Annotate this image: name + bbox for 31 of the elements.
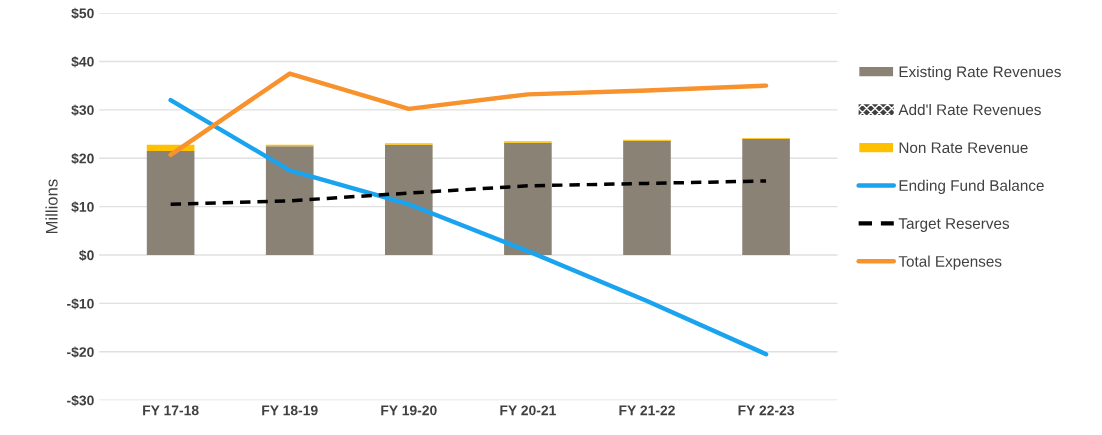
legend-label: Ending Fund Balance [899, 179, 1044, 194]
bar [623, 140, 671, 256]
x-tick-label: FY 17-18 [143, 405, 199, 416]
line-series [168, 71, 769, 158]
y-tick-label: -$20 [67, 346, 94, 358]
y-axis-title: Millions [45, 179, 58, 234]
y-tick-label: $50 [71, 7, 94, 20]
legend-label: Existing Rate Revenues [899, 65, 1061, 81]
line-series [168, 97, 769, 357]
bar [265, 146, 314, 256]
y-tick-label: $40 [71, 56, 94, 68]
x-tick-label: FY 21-22 [619, 405, 675, 416]
bar [742, 138, 790, 256]
legend-label: Total Expenses [898, 255, 1002, 270]
y-tick-label: -$10 [67, 298, 94, 310]
legend-label: Non Rate Revenue [899, 142, 1028, 154]
bar [504, 142, 552, 256]
x-tick-label: FY 22-23 [738, 405, 795, 416]
y-tick-label: $10 [71, 201, 94, 213]
x-tick-label: FY 18-19 [262, 405, 318, 416]
bar [146, 150, 195, 256]
legend-label: Target Reserves [898, 218, 1010, 232]
y-tick-label: $0 [79, 249, 94, 262]
x-tick-label: FY 19-20 [381, 405, 437, 416]
x-tick-label: FY 20-21 [500, 405, 556, 416]
y-tick-label: $20 [71, 152, 94, 165]
line-series [168, 179, 768, 206]
legend-label: Add'l Rate Revenues [898, 103, 1041, 116]
y-tick-label: -$30 [67, 394, 94, 407]
bar [384, 144, 433, 256]
y-tick-label: $30 [71, 104, 94, 116]
